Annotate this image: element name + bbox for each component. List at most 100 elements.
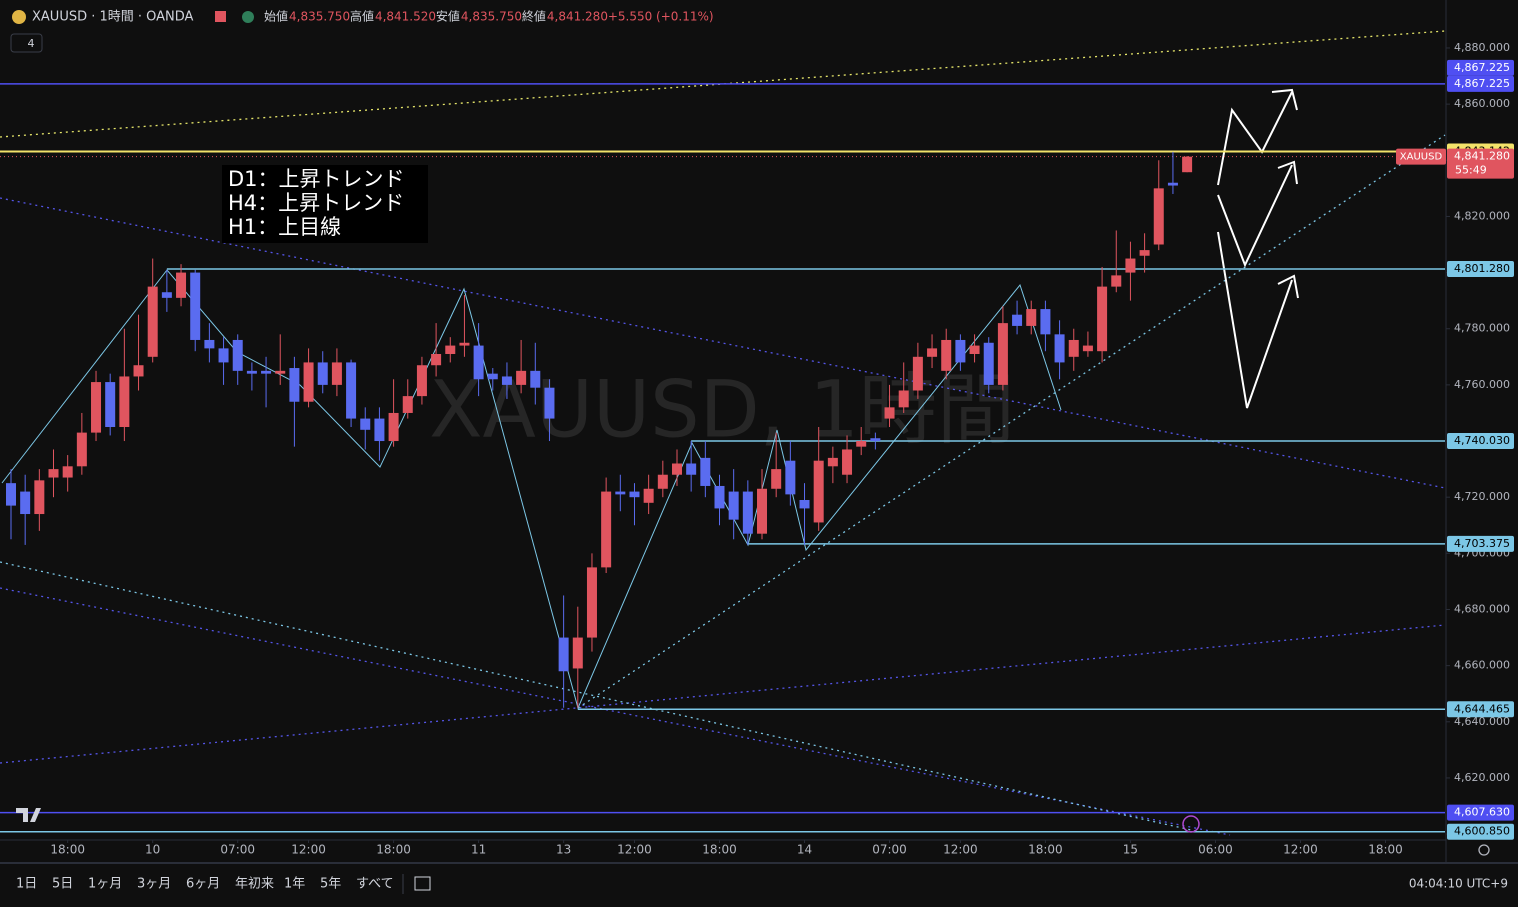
market-status <box>242 11 254 23</box>
candle-body <box>1139 250 1150 256</box>
candle-body <box>445 345 456 354</box>
candle-body <box>544 387 555 419</box>
range-button[interactable]: 5日 <box>52 877 73 892</box>
candle-body <box>799 499 810 509</box>
ohlc-value: 4,835.750 <box>461 10 522 24</box>
level-box <box>1447 75 1514 92</box>
candle-body <box>586 567 597 638</box>
indicator-toggle[interactable] <box>10 33 43 53</box>
x-tick-label: 14 <box>797 843 812 857</box>
candle-body <box>1040 309 1051 335</box>
event-icon[interactable] <box>1182 815 1200 833</box>
candle-body <box>176 272 187 298</box>
countdown: 55:49 <box>1455 164 1487 177</box>
candle-body <box>1167 182 1178 186</box>
settings-icon[interactable] <box>1478 844 1490 856</box>
y-tick-label: 4,680.000 <box>1454 602 1510 615</box>
candle-body <box>643 488 654 503</box>
range-button[interactable]: すべて <box>356 877 394 892</box>
x-tick-label: 18:00 <box>1028 843 1063 857</box>
annotation-line: H4：上昇トレンド <box>228 191 404 215</box>
scenario-arrow <box>1217 164 1293 268</box>
ohlc-label: 始値 <box>264 9 288 24</box>
candle-body <box>360 418 371 430</box>
candle-body <box>416 365 427 397</box>
range-button[interactable]: 1ヶ月 <box>88 877 122 892</box>
candle-body <box>459 342 470 346</box>
candle-body <box>34 480 45 515</box>
candle-body <box>629 491 640 498</box>
candle-body <box>1111 275 1122 287</box>
range-button[interactable]: 1年 <box>284 877 305 892</box>
candle-body <box>133 365 144 377</box>
candle-body <box>374 418 385 442</box>
candle-body <box>246 370 257 374</box>
range-button[interactable]: 5年 <box>320 877 341 892</box>
trendline <box>0 624 1446 764</box>
candle-body <box>898 390 909 408</box>
candle-body <box>161 292 172 298</box>
ohlc-value: 4,835.750 <box>289 10 350 24</box>
change: +5.550 (+0.11%) <box>608 10 714 24</box>
arrow-head <box>1277 160 1298 185</box>
candle-body <box>912 356 923 391</box>
level-box <box>1447 432 1514 449</box>
range-button[interactable]: 3ヶ月 <box>137 877 171 892</box>
ohlc-label: 安値 <box>436 9 460 24</box>
y-tick-label: 4,760.000 <box>1454 378 1510 391</box>
candle-body <box>1068 339 1079 357</box>
candle-body <box>700 457 711 486</box>
trendline <box>0 30 1446 138</box>
candle-body <box>870 438 881 442</box>
candle-body <box>1097 286 1108 352</box>
candle-body <box>969 345 980 354</box>
trendline <box>0 587 1231 836</box>
range-button[interactable]: 6ヶ月 <box>186 877 220 892</box>
annotation-line: D1：上昇トレンド <box>228 167 405 191</box>
date-range-icon[interactable] <box>414 876 431 891</box>
annotation-box: D1：上昇トレンド H4：上昇トレンド H1：上目線 <box>222 165 428 243</box>
candle-body <box>657 474 668 489</box>
candle-body <box>601 491 612 568</box>
candle-body <box>572 637 583 669</box>
candle-body <box>91 382 102 433</box>
candle-body <box>76 432 87 467</box>
x-tick-label: 06:00 <box>1198 843 1233 857</box>
price-axis <box>1446 0 1518 862</box>
symbol-label: XAUUSD <box>1400 152 1443 163</box>
x-tick-label: 12:00 <box>1283 843 1318 857</box>
y-tick-label: 4,860.000 <box>1454 97 1510 110</box>
candle-body <box>62 466 73 478</box>
x-tick-label: 18:00 <box>702 843 737 857</box>
candle-body <box>6 483 16 506</box>
x-tick-label: 11 <box>471 843 486 857</box>
level-label: 4,703.375 <box>1454 537 1510 550</box>
x-tick-label: 18:00 <box>376 843 411 857</box>
candle-body <box>941 339 952 371</box>
candle-body <box>303 362 314 402</box>
candle-body <box>856 441 867 447</box>
candle-body <box>558 637 569 672</box>
candle-body <box>218 348 229 363</box>
arrow-head <box>1277 274 1299 299</box>
range-button[interactable]: 年初来 <box>235 877 274 892</box>
indicator-count[interactable]: 4 <box>28 37 35 50</box>
candle-body <box>516 370 527 385</box>
x-tick-label: 15 <box>1123 843 1138 857</box>
level-label: 4,740.030 <box>1454 434 1510 447</box>
candle-body <box>884 407 895 419</box>
candle-body <box>119 376 130 427</box>
candle-body <box>1082 345 1093 352</box>
trendline <box>0 561 1201 833</box>
candle-body <box>388 412 399 442</box>
ohlc-value: 4,841.520 <box>375 10 436 24</box>
candle-body <box>402 396 413 413</box>
y-tick-label: 4,880.000 <box>1454 41 1510 54</box>
candle-body <box>261 370 272 374</box>
annotation-line: H1：上目線 <box>228 215 341 239</box>
candle-body <box>530 370 541 388</box>
symbol-icon <box>12 10 26 24</box>
candle-body <box>827 457 838 467</box>
range-button[interactable]: 1日 <box>16 877 37 892</box>
candle-body <box>955 339 966 363</box>
